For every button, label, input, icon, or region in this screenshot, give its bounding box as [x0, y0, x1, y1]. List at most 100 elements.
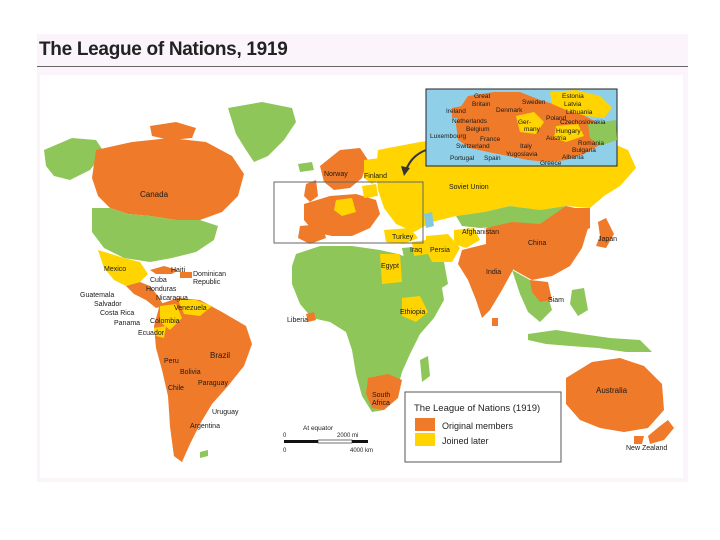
inset-land-yellow	[550, 90, 612, 118]
inset-label-albania: Albania	[562, 154, 584, 161]
philippines-green	[570, 288, 588, 316]
label-haiti: Haiti	[171, 267, 185, 274]
southeast-asia-green	[512, 270, 552, 322]
scale-bar-white	[317, 439, 353, 444]
inset-label-ireland: Ireland	[446, 108, 466, 115]
liberia	[306, 312, 316, 322]
inset-label-yugoslavia: Yugoslavia	[506, 151, 538, 158]
afghanistan	[454, 228, 480, 248]
egypt	[380, 254, 402, 284]
label-south: South	[372, 392, 390, 399]
inset-germany-yellow	[516, 112, 544, 134]
canada	[92, 138, 244, 220]
label-bolivia: Bolivia	[180, 369, 201, 376]
label-cuba: Cuba	[150, 277, 167, 284]
cuba	[150, 266, 178, 274]
greenland	[228, 102, 296, 162]
label-chile: Chile	[168, 385, 184, 392]
inset-label-portugal: Portugal	[450, 155, 475, 162]
label-finland: Finland	[364, 173, 387, 180]
label-honduras: Honduras	[146, 286, 177, 293]
inset-label-france: France	[480, 136, 501, 143]
inset-label-belgium: Belgium	[466, 126, 489, 133]
label-venezuela: Venezuela	[174, 305, 207, 312]
label-dominican: Dominican	[193, 271, 226, 278]
label-japan: Japan	[598, 236, 617, 243]
legend-label-later: Joined later	[442, 436, 489, 446]
caspian-sea	[424, 212, 434, 228]
scale-note: At equator	[303, 425, 334, 432]
legend-label-original: Original members	[442, 421, 514, 431]
inset-east-green	[588, 120, 617, 146]
turkey	[384, 228, 418, 244]
label-iraq: Iraq	[410, 247, 422, 254]
inset-label-luxembourg: Luxembourg	[430, 133, 467, 140]
scale-mi-zero: 0	[283, 433, 287, 439]
inset-label-hungary: Hungary	[556, 128, 581, 135]
inset-label-netherlands: Netherlands	[452, 118, 488, 125]
label-mexico: Mexico	[104, 266, 126, 273]
baltic-yellow	[362, 184, 378, 198]
label-norway: Norway	[324, 171, 348, 178]
label-republic: Republic	[193, 279, 221, 286]
inset-label-britain: Britain	[472, 101, 491, 108]
inset-label-bulgaria: Bulgaria	[572, 147, 596, 154]
inset-label-ger: Ger-	[518, 119, 531, 126]
tasmania	[634, 436, 644, 444]
germany-central	[334, 198, 356, 216]
iceland	[298, 162, 314, 172]
siam	[530, 280, 552, 302]
inset-label-estonia: Estonia	[562, 93, 584, 100]
label-australia: Australia	[596, 386, 628, 395]
inset-label-greece: Greece	[540, 160, 562, 167]
label-peru: Peru	[164, 358, 179, 365]
label-south-africa: South Africa	[372, 392, 392, 407]
inset-label-many: many	[524, 126, 541, 133]
map-title: The League of Nations, 1919	[39, 39, 288, 60]
central-asia-green	[456, 206, 566, 228]
inset-label-great: Great	[474, 93, 490, 100]
ceylon	[492, 318, 498, 326]
label-soviet-union: Soviet Union	[449, 184, 489, 191]
inset-label-romania: Romania	[578, 140, 604, 147]
hispaniola	[180, 272, 192, 278]
scale-bar-black	[284, 440, 318, 443]
label-liberia: Liberia	[287, 317, 308, 324]
label-turkey: Turkey	[392, 234, 414, 241]
inset-label-sweden: Sweden	[522, 99, 546, 106]
inset-label-poland: Poland	[546, 115, 567, 122]
africa-north-green	[292, 246, 444, 412]
chile-strip	[168, 370, 184, 462]
mexico	[98, 250, 148, 286]
label-paraguay: Paraguay	[198, 380, 228, 387]
colombia	[160, 304, 182, 330]
inset-ireland-orange	[452, 106, 462, 118]
world-map: Canada Mexico Cuba Haiti Dominican Repub…	[40, 75, 683, 478]
spain	[298, 224, 326, 244]
alaska-and-north	[44, 138, 104, 180]
china	[486, 206, 588, 280]
label-brazil: Brazil	[210, 351, 230, 360]
britain	[304, 180, 318, 202]
central-america	[126, 282, 164, 308]
inset-label-lithuania: Lithuania	[566, 109, 593, 116]
label-salvador: Salvador	[94, 301, 122, 308]
new-zealand	[648, 420, 674, 444]
scale-km-label: 4000 km	[350, 448, 373, 454]
legend-swatch-later	[415, 433, 435, 446]
inset-label-austria: Austria	[546, 135, 567, 142]
australia	[566, 358, 664, 432]
label-new-zealand: New Zealand	[626, 445, 667, 452]
usa	[92, 208, 218, 262]
legend-swatch-original	[415, 418, 435, 431]
japan	[596, 218, 614, 248]
label-persia: Persia	[430, 247, 450, 254]
venezuela	[178, 300, 212, 316]
label-guatemala: Guatemala	[80, 292, 114, 299]
label-colombia: Colombia	[150, 318, 180, 325]
label-costa-rica: Costa Rica	[100, 310, 134, 317]
legend-title: The League of Nations (1919)	[414, 403, 540, 414]
label-siam: Siam	[548, 297, 564, 304]
label-afghanistan: Afghanistan	[462, 229, 499, 236]
inset-hungary-yellow	[554, 124, 584, 142]
